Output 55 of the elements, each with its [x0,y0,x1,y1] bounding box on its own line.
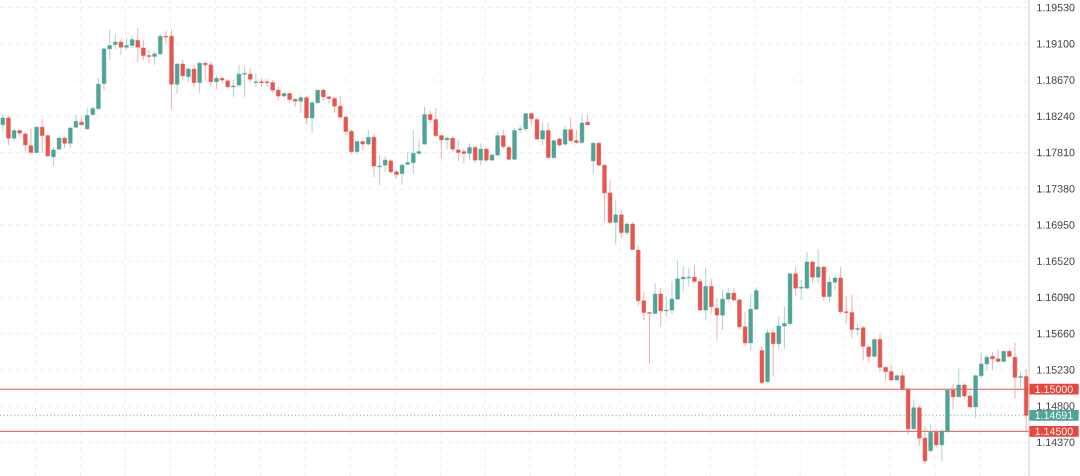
candlestick [534,117,540,141]
ref-line-label: 1.14691 [1035,411,1073,420]
candlestick [911,398,916,431]
y-tick-label: 1.17380 [1037,184,1075,193]
candlestick [816,248,821,284]
candlestick [253,72,259,88]
y-tick-label: 1.16520 [1037,257,1075,265]
candlestick [703,267,708,321]
y-tick-label: 1.18670 [1037,76,1075,84]
ref-line-label: 1.14500 [1035,427,1073,436]
candlestick [771,329,776,377]
candlestick [793,266,798,297]
candlestick [714,297,720,340]
y-tick-label: 1.16950 [1037,221,1075,229]
candlestick [1012,342,1018,399]
candlestick [85,107,90,131]
y-tick-label: 1.15230 [1037,366,1075,374]
candlestick [658,287,663,328]
candlestick [298,94,303,114]
candlestick [619,209,624,239]
candlestick [478,142,483,166]
candlestick [6,115,11,146]
candlestick [810,259,815,284]
candlestick [709,278,714,314]
candlestick [191,64,197,89]
candlestick [579,113,585,145]
candlestick [113,33,118,50]
candlestick [304,95,309,125]
candlestick [540,121,545,146]
y-tick-label: 1.16090 [1037,293,1075,302]
candlestick [174,62,180,94]
candlestick [197,61,202,94]
y-tick-label: 1.14370 [1037,438,1075,447]
y-tick-label: 1.14800 [1037,402,1075,410]
candlestick [613,200,618,245]
candlestick [950,383,956,410]
candlestick [591,141,596,174]
y-tick-label: 1.17810 [1037,148,1075,157]
candlestick [562,125,568,147]
y-tick-label: 1.18240 [1037,112,1075,121]
candlestick [444,136,450,150]
candlestick [928,424,933,453]
candlestick [118,39,124,56]
candlestick [180,59,185,81]
y-tick-label: 1.15660 [1037,329,1075,338]
candlestick [652,282,658,315]
candlestick [956,367,961,398]
candlestick [79,115,84,126]
y-tick-label: 1.19530 [1037,3,1075,12]
candlestick [934,428,939,448]
y-tick-label: 1.19100 [1037,40,1075,48]
candlestick [1018,371,1023,389]
candlestick [855,323,860,336]
candlestick [501,129,506,149]
ref-line-label: 1.15000 [1035,385,1073,393]
